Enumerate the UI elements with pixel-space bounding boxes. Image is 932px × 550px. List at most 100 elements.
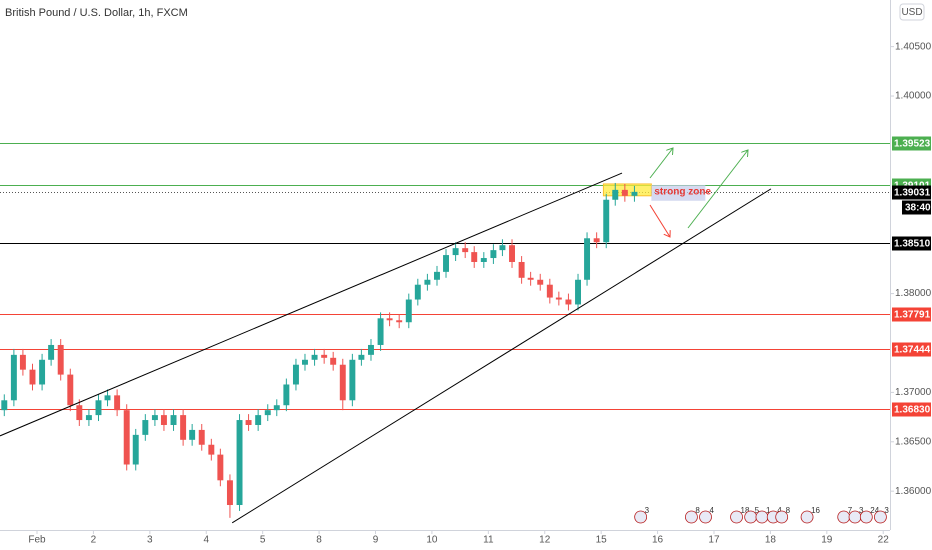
candle-body (39, 359, 46, 385)
event-count: 4 (710, 506, 715, 515)
up-arrow (649, 148, 673, 179)
currency-button[interactable] (899, 3, 925, 21)
candle-body (555, 297, 562, 300)
x-tick-label: 16 (652, 535, 664, 546)
trendline (0, 172, 623, 437)
candle-body (471, 252, 478, 262)
candle-body (480, 258, 487, 262)
event-count: 3 (884, 506, 889, 515)
x-tick-label: 4 (203, 535, 209, 546)
candle-body (160, 415, 167, 425)
countdown-label: 38:40 (905, 203, 931, 214)
level-label: 1.36830 (894, 405, 931, 416)
candle-body (518, 261, 525, 278)
last-price-box (892, 185, 931, 200)
event-icon (874, 510, 887, 524)
candle-body (151, 415, 158, 421)
event-icon (699, 510, 712, 524)
level-label: 1.38510 (894, 239, 931, 250)
candle-body (499, 245, 506, 251)
candle-body (114, 395, 121, 411)
level-label: 1.37444 (894, 345, 931, 356)
zone-label-box (651, 184, 706, 201)
x-tick-label: 18 (765, 535, 777, 546)
candle-body (29, 369, 36, 385)
y-tick-label: 1.36000 (895, 486, 932, 497)
level-label-box (892, 236, 931, 251)
candle-body (85, 415, 92, 421)
axis-layer: 1.36000 1.36500 1.37000 1.38000 1.40000 1.405… (28, 41, 931, 545)
candle-body (10, 354, 17, 401)
chart-title: British Pound / U.S. Dollar, 1h, FXCM (5, 7, 188, 19)
event-count: 1 (766, 506, 771, 515)
candle-body (123, 410, 130, 465)
x-tick-label: 8 (316, 535, 322, 546)
candle-body (527, 277, 534, 280)
candle-body (57, 344, 64, 375)
event-count: 8 (786, 506, 791, 515)
candle-body (349, 359, 356, 401)
x-tick-label: 11 (483, 535, 494, 546)
x-tick-label: 3 (147, 535, 153, 546)
x-tick-label: 10 (426, 535, 438, 546)
candle-body (612, 189, 619, 200)
candle-body (245, 420, 252, 425)
event-icon (775, 510, 789, 524)
zone-label: strong zone (654, 187, 711, 198)
x-tick-label: 9 (373, 535, 379, 546)
event-count: 24 (870, 506, 879, 515)
candle-body (452, 248, 459, 256)
candle-body (292, 364, 299, 385)
candle-body (236, 420, 243, 506)
countdown-box (902, 200, 931, 215)
currency-label[interactable]: USD (901, 7, 922, 18)
candle-body (621, 189, 628, 196)
event-count: 4 (777, 506, 782, 515)
candle-body (264, 410, 271, 416)
candle-body (584, 238, 591, 280)
candle-body (509, 245, 515, 262)
candle-body (283, 384, 290, 406)
candle-body (424, 279, 431, 285)
candle-body (48, 344, 55, 360)
candle-body (302, 359, 308, 365)
candle-body (217, 454, 224, 481)
y-tick-label: 1.37000 (895, 387, 932, 398)
candle-body (631, 191, 638, 196)
candle-body (537, 279, 544, 285)
event-count: 8 (695, 506, 700, 515)
event-icon (800, 510, 814, 524)
trendline (231, 188, 772, 524)
candle-body (104, 395, 111, 401)
candle-body (396, 320, 403, 323)
candle-body (273, 405, 280, 411)
candle-body (132, 434, 139, 465)
event-icon (859, 510, 873, 524)
down-arrow (649, 204, 670, 237)
candle-body (67, 374, 74, 406)
x-tick-label: 17 (708, 535, 720, 546)
candle-body (443, 255, 449, 272)
up-arrow (687, 150, 748, 229)
candle-body (180, 415, 187, 440)
event-count: 18 (741, 506, 750, 515)
x-tick-label: 22 (878, 535, 890, 546)
candle-body (321, 354, 328, 358)
candle-body (208, 444, 215, 455)
candle-body (386, 318, 393, 321)
candle-body (490, 250, 497, 259)
x-tick-label: 2 (91, 535, 97, 546)
y-tick-label: 1.40000 (895, 91, 932, 102)
candle-body (414, 284, 421, 300)
level-label: 1.39523 (894, 139, 931, 150)
candle-body (76, 405, 83, 421)
candle-body (377, 318, 384, 345)
event-count: 3 (645, 506, 650, 515)
event-icon (685, 510, 698, 524)
x-tick-label: 15 (596, 535, 608, 546)
candle-body (311, 354, 318, 360)
event-count: 3 (859, 506, 864, 515)
